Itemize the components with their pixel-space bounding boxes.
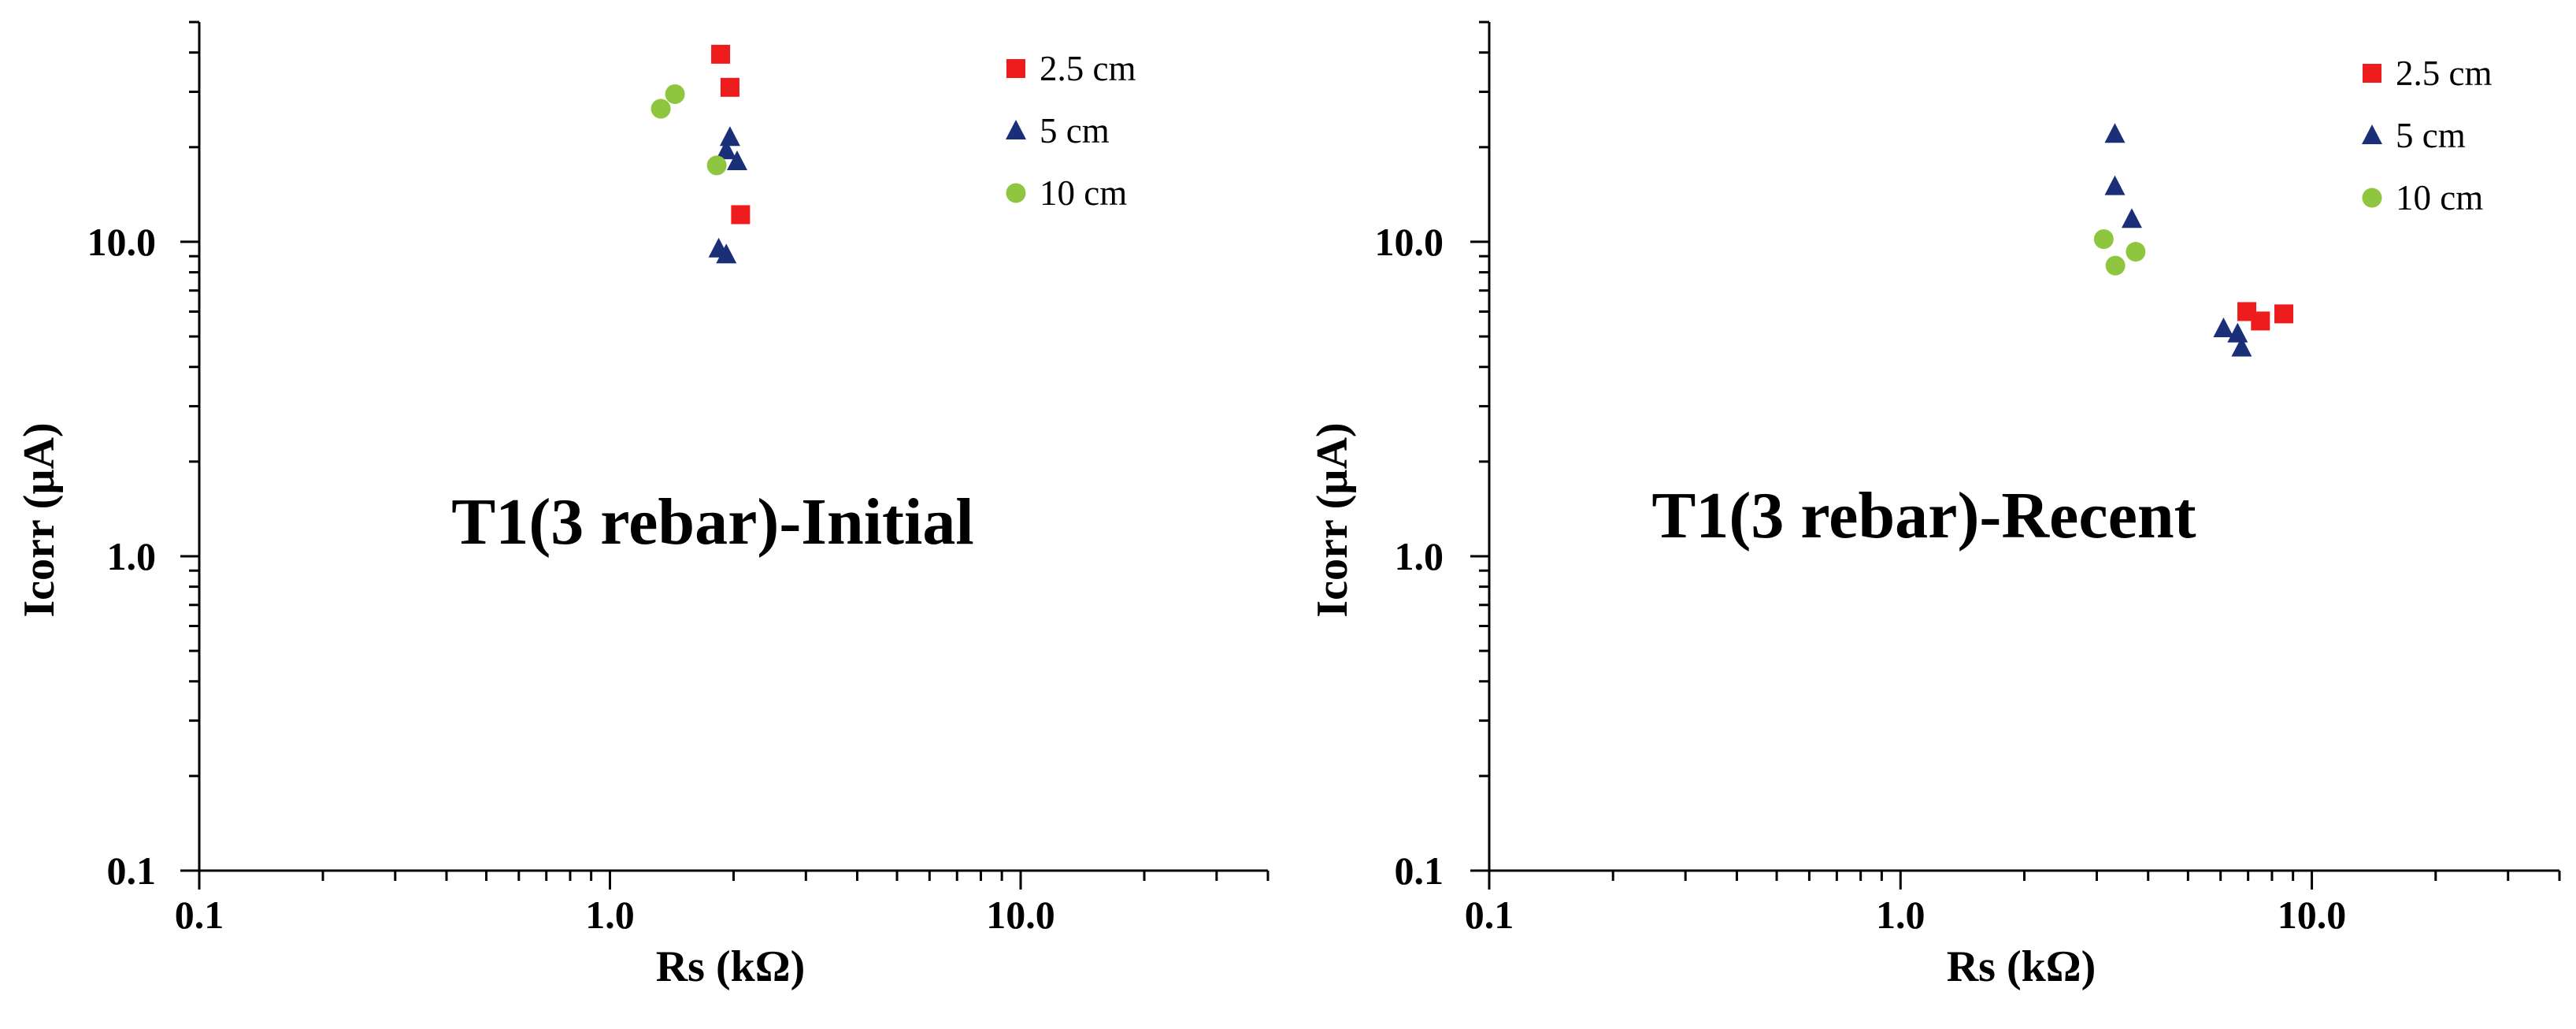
legend: 2.5 cm 5 cm 10 cm: [2362, 54, 2492, 217]
x-tick-label: 0.1: [1465, 893, 1514, 937]
data-point: [2105, 255, 2126, 276]
series-2-5-cm: [711, 44, 751, 225]
series-5-cm: [708, 126, 747, 264]
data-point: [720, 77, 739, 97]
legend-marker: [1006, 120, 1026, 139]
data-point: [2104, 175, 2126, 195]
data-point: [2274, 304, 2294, 324]
y-axis-title: Icorr (µA): [15, 422, 64, 617]
legend-marker: [1006, 59, 1025, 78]
x-tick-label: 10.0: [2278, 893, 2347, 937]
data-point: [665, 84, 685, 104]
y-tick-label: 1.0: [1395, 534, 1444, 578]
legend-marker: [2363, 64, 2381, 83]
y-tick-label: 1.0: [107, 534, 157, 578]
x-tick-label: 1.0: [585, 893, 635, 937]
chart-annotation: T1(3 rebar)-Recent: [1651, 479, 2196, 552]
legend-marker: [2362, 188, 2382, 208]
legend-label: 2.5 cm: [1040, 49, 1136, 88]
data-point: [2213, 317, 2234, 337]
data-point: [2251, 311, 2270, 331]
y-tick-label: 10.0: [1375, 220, 1444, 264]
x-tick-label: 1.0: [1876, 893, 1926, 937]
legend-marker: [1006, 183, 1026, 203]
legend-label: 5 cm: [1040, 111, 1110, 150]
series-10-cm: [2093, 228, 2146, 276]
legend-label: 2.5 cm: [2396, 54, 2492, 93]
y-tick-label: 0.1: [1395, 849, 1444, 893]
data-point: [2104, 123, 2126, 143]
series-5-cm: [2104, 123, 2252, 357]
data-point: [2093, 228, 2114, 249]
legend-label: 10 cm: [1040, 173, 1127, 213]
data-point: [726, 150, 747, 171]
data-point: [711, 44, 731, 64]
y-tick-label: 0.1: [107, 849, 157, 893]
x-tick-label: 0.1: [175, 893, 224, 937]
data-point: [2227, 322, 2248, 343]
data-point: [2121, 208, 2142, 228]
series-10-cm: [650, 84, 727, 176]
x-axis-title: Rs (kΩ): [656, 942, 806, 991]
data-point: [650, 98, 671, 119]
data-point: [716, 139, 737, 160]
data-point: [2231, 336, 2252, 357]
chart-annotation: T1(3 rebar)-Initial: [451, 485, 973, 559]
chart-panel-1: 0.1 1.0 10.0 0.1 1.0 10.0 Rs (kΩ) Icorr (µA) T1(…: [15, 20, 1269, 991]
y-tick-label: 10.0: [87, 220, 157, 264]
data-point: [731, 205, 751, 225]
x-tick-label: 10.0: [986, 893, 1055, 937]
data-point: [706, 155, 727, 176]
data-point: [2126, 241, 2146, 262]
chart-panel-2: 0.1 1.0 10.0 0.1 1.0 10.0 Rs (kΩ) Icorr (µA) T1(…: [1308, 20, 2561, 991]
legend: 2.5 cm 5 cm 10 cm: [1006, 49, 1136, 213]
legend-marker: [2362, 124, 2382, 144]
series-2-5-cm: [2237, 302, 2294, 331]
legend-label: 5 cm: [2396, 116, 2466, 155]
legend-label: 10 cm: [2396, 178, 2483, 217]
data-point: [719, 126, 740, 147]
x-axis-title: Rs (kΩ): [1947, 942, 2096, 991]
y-axis-title: Icorr (µA): [1308, 422, 1357, 617]
data-point: [716, 243, 737, 264]
